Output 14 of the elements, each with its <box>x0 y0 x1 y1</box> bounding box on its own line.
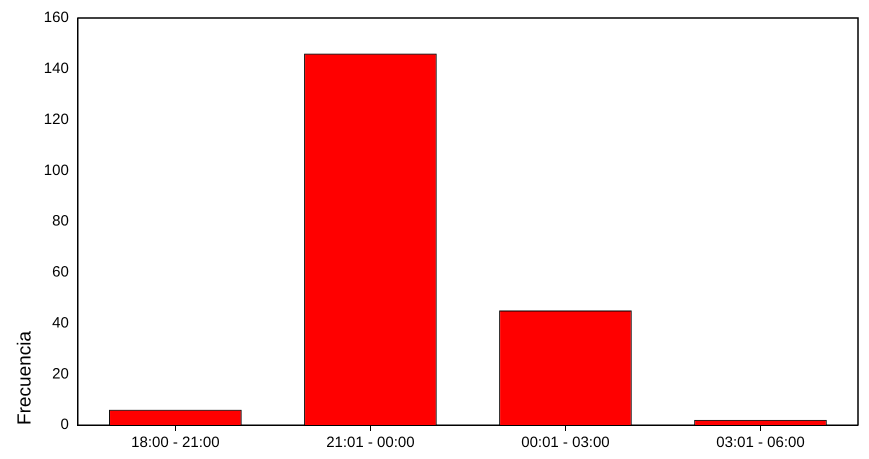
x-tick-label: 00:01 - 03:00 <box>521 434 610 452</box>
y-tick-label: 40 <box>52 314 69 332</box>
y-tick-label: 20 <box>52 365 69 382</box>
x-tick-label: 18:00 - 21:00 <box>131 434 220 452</box>
y-axis-title: Frecuencia <box>14 330 36 425</box>
y-tick-label: 80 <box>52 212 69 230</box>
y-tick-label: 100 <box>44 162 69 179</box>
y-tick-label: 60 <box>52 264 69 281</box>
y-tick-label: 120 <box>44 110 69 128</box>
y-tick-label: 160 <box>44 9 69 26</box>
y-tick-label: 140 <box>44 60 69 78</box>
x-tick-label: 21:01 - 00:00 <box>326 434 415 452</box>
x-tick-label: 03:01 - 06:00 <box>716 434 805 452</box>
y-tick-label: 0 <box>60 416 69 434</box>
